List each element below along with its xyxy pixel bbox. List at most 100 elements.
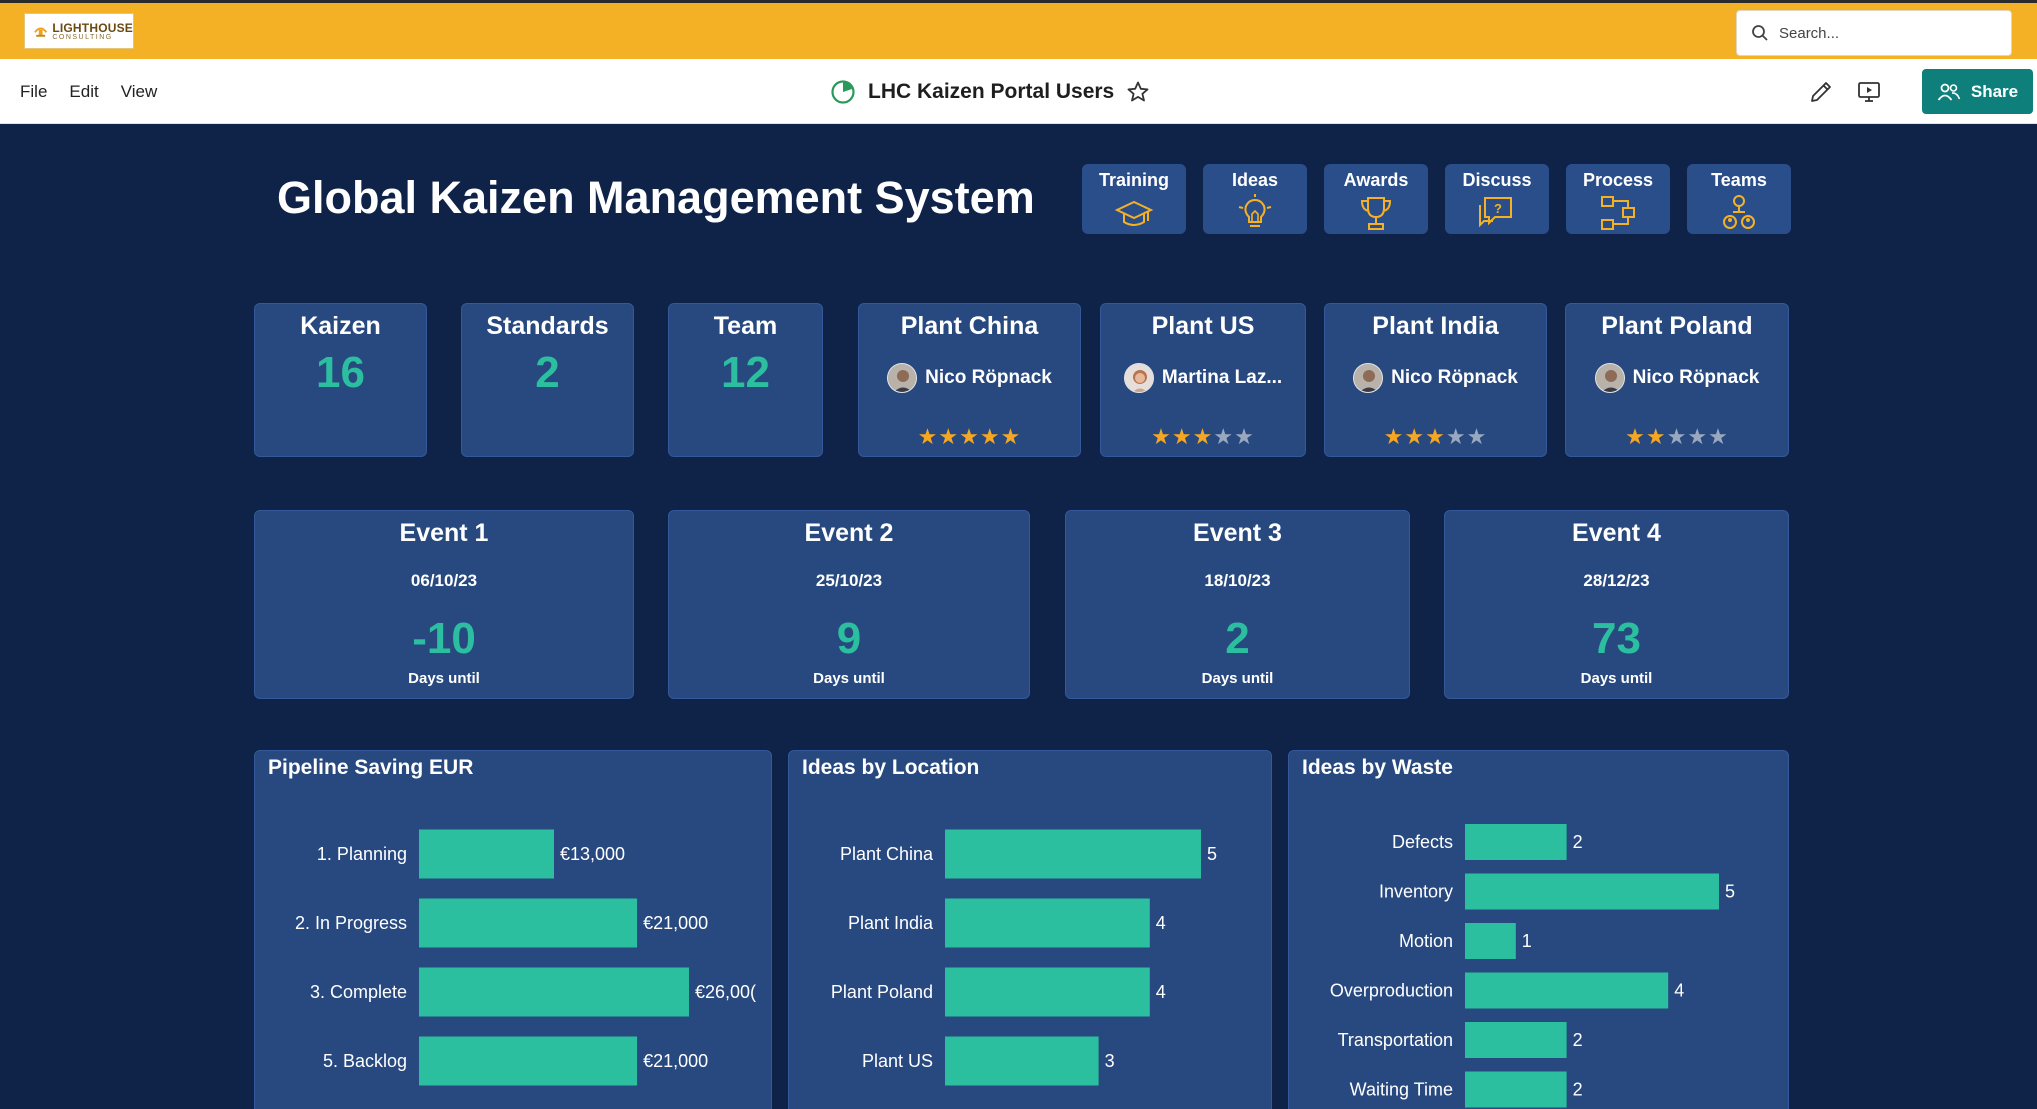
chart-bar[interactable] — [945, 1036, 1099, 1086]
team-icon — [1723, 195, 1755, 229]
chart-bar[interactable] — [945, 829, 1201, 879]
star-empty-icon: ★ — [1666, 424, 1688, 449]
trophy-icon — [1360, 197, 1392, 230]
chart-title: Ideas by Waste — [1302, 756, 1453, 779]
star-filled-icon: ★ — [1625, 424, 1646, 449]
nav-tile-label: Awards — [1343, 170, 1409, 190]
star-empty-icon: ★ — [1708, 424, 1729, 449]
event-card-4[interactable]: Event 4 28/12/23 73 Days until — [1444, 510, 1789, 699]
chart-location-svg: Plant China 5 Plant India 4 Plant Poland 4 Pla… — [831, 829, 1217, 1086]
nav-tile-discuss[interactable]: Discuss ? — [1445, 164, 1549, 234]
chart-category-label: Plant China — [840, 844, 934, 864]
nav-tile-process[interactable]: Process — [1566, 164, 1670, 234]
kpi-value: 16 — [316, 348, 365, 397]
nav-tile-awards[interactable]: Awards — [1324, 164, 1428, 234]
menu-edit[interactable]: Edit — [69, 81, 99, 101]
nav-tile-label: Discuss — [1462, 170, 1532, 190]
event-days-label: Days until — [1201, 670, 1274, 687]
chart-data-label: 5 — [1207, 844, 1217, 864]
event-days-label: Days until — [408, 670, 480, 687]
event-date: 28/12/23 — [1583, 571, 1650, 590]
present-icon[interactable] — [1856, 79, 1882, 105]
nav-tile-ideas[interactable]: Ideas — [1203, 164, 1307, 234]
chart-bar[interactable] — [945, 967, 1150, 1017]
plant-title: Plant China — [900, 312, 1039, 340]
event-card-2[interactable]: Event 2 25/10/23 9 Days until — [668, 510, 1030, 699]
nav-tile-label: Ideas — [1231, 170, 1279, 190]
nav-tile-training[interactable]: Training — [1082, 164, 1186, 234]
chart-bar[interactable] — [1465, 873, 1719, 910]
event-card-3[interactable]: Event 3 18/10/23 2 Days until — [1065, 510, 1410, 699]
chart-data-label: 4 — [1156, 982, 1166, 1002]
chart-bar[interactable] — [419, 1036, 638, 1086]
chart-bar[interactable] — [1465, 824, 1567, 860]
menu-bar: File Edit View LHC Kaizen Portal Users — [0, 59, 2037, 124]
star-empty-icon: ★ — [1445, 424, 1467, 449]
chart-data-label: €13,000 — [560, 844, 625, 864]
plant-card-poland[interactable]: Plant Poland Nico Röpnack ★★★★★ — [1565, 303, 1789, 457]
star-filled-icon: ★ — [1000, 424, 1022, 449]
lightbulb-icon — [1238, 194, 1272, 227]
nav-tile-label: Teams — [1711, 170, 1767, 190]
star-filled-icon: ★ — [959, 424, 980, 449]
chart-bar[interactable] — [1465, 1022, 1567, 1058]
chart-bar[interactable] — [419, 829, 554, 879]
chart-bar[interactable] — [945, 898, 1150, 948]
edit-pencil-icon[interactable] — [1808, 79, 1834, 105]
search-box[interactable] — [1736, 10, 2012, 56]
chart-data-label: €21,000 — [643, 1051, 708, 1071]
kpi-card-standards[interactable]: Standards 2 — [461, 303, 634, 457]
star-filled-icon: ★ — [1171, 424, 1193, 449]
chart-data-label: 5 — [1725, 882, 1735, 902]
plant-title: Plant Poland — [1601, 312, 1753, 340]
chart-data-label: 1 — [1522, 931, 1532, 951]
svg-text:?: ? — [1494, 201, 1502, 216]
kpi-card-kaizen[interactable]: Kaizen 16 — [254, 303, 427, 457]
graduation-cap-icon — [1114, 200, 1154, 226]
nav-tile-label: Process — [1582, 170, 1654, 190]
rating-stars: ★★★★★ — [859, 424, 1080, 450]
search-input[interactable] — [1779, 24, 1989, 42]
users-icon — [1937, 83, 1961, 101]
plant-user-name: Martina Laz... — [1161, 367, 1283, 388]
chart-ideas-by-location: Plant China 5 Plant India 4 Plant Poland 4 Pla… — [788, 750, 1272, 1109]
plant-card-india[interactable]: Plant India Nico Röpnack ★★★★★ — [1324, 303, 1547, 457]
event-card-1[interactable]: Event 1 06/10/23 -10 Days until — [254, 510, 634, 699]
company-logo[interactable]: LIGHTHOUSE CONSULTING — [24, 13, 134, 49]
nav-tile-label: Training — [1098, 170, 1169, 190]
plant-card-us[interactable]: Plant US Martina Laz... ★★★★★ — [1100, 303, 1306, 457]
chart-data-label: 2 — [1573, 832, 1583, 852]
menu-view[interactable]: View — [120, 81, 158, 101]
document-title-area: LHC Kaizen Portal Users — [830, 59, 1150, 124]
chart-data-label: 2 — [1573, 1030, 1583, 1050]
main-menu: File Edit View — [20, 59, 157, 124]
chart-bar[interactable] — [1465, 1071, 1567, 1108]
kpi-title: Team — [713, 312, 778, 340]
nav-tile-teams[interactable]: Teams — [1687, 164, 1791, 234]
star-filled-icon: ★ — [1192, 424, 1214, 449]
avatar — [887, 363, 918, 393]
chart-bar[interactable] — [1465, 923, 1516, 959]
process-flow-icon — [1601, 196, 1635, 230]
chart-bar[interactable] — [1465, 972, 1669, 1009]
menu-file[interactable]: File — [20, 81, 48, 101]
chart-data-label: €26,00( — [695, 982, 756, 1002]
logo-text: LIGHTHOUSE — [52, 20, 133, 35]
kpi-card-team[interactable]: Team 12 — [668, 303, 823, 457]
share-button[interactable]: Share — [1922, 69, 2033, 114]
chart-data-label: 2 — [1573, 1080, 1583, 1100]
kpi-value: 12 — [721, 348, 770, 397]
chart-category-label: Defects — [1392, 832, 1453, 852]
star-filled-icon: ★ — [917, 424, 939, 449]
star-favorite-icon[interactable] — [1126, 80, 1150, 104]
star-filled-icon: ★ — [1425, 424, 1446, 449]
chart-bar[interactable] — [419, 898, 638, 948]
chart-bar[interactable] — [419, 967, 689, 1017]
page-title: LHC Kaizen Portal Users — [868, 79, 1115, 103]
plant-user: Martina Laz... — [1101, 363, 1305, 393]
chart-category-label: 5. Backlog — [323, 1051, 407, 1071]
plant-card-china[interactable]: Plant China Nico Röpnack ★★★★★ — [858, 303, 1081, 457]
event-title: Event 1 — [399, 519, 489, 547]
event-days-count: 73 — [1592, 614, 1641, 663]
chart-title: Pipeline Saving EUR — [268, 756, 474, 779]
